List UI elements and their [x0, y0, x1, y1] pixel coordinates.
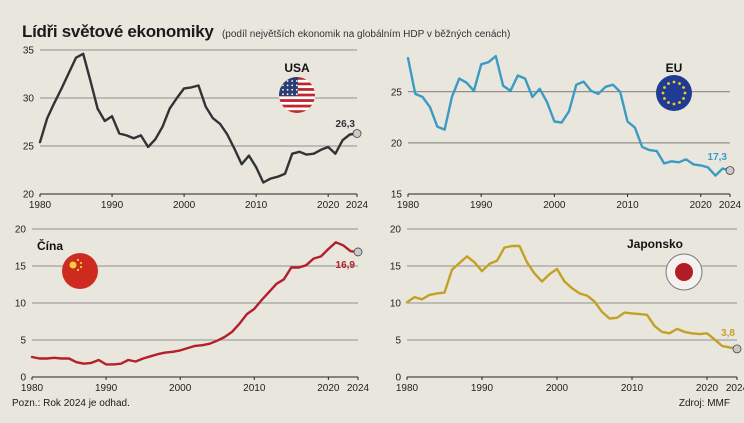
footnote: Pozn.: Rok 2024 je odhad. [12, 398, 130, 409]
y-tick-label: 25 [391, 87, 403, 98]
chart-title-row: Lídři světové ekonomiky (podíl největšíc… [22, 22, 510, 42]
x-tick-label: 2024 [719, 200, 742, 211]
y-tick-label: 5 [395, 336, 401, 347]
series-line-japonsko [405, 244, 739, 351]
chart-subtitle: (podíl největších ekonomik na globálním … [221, 29, 511, 40]
y-tick-label: 20 [23, 190, 35, 201]
x-tick-label: 2020 [696, 383, 719, 394]
chart-title: Lídři světové ekonomiky [22, 22, 214, 41]
y-tick-label: 35 [23, 46, 35, 57]
usa-flag-icon [279, 77, 315, 113]
series-line-usa [38, 52, 359, 184]
x-tick-label: 2010 [616, 200, 639, 211]
source-note: Zdroj: MMF [678, 398, 730, 409]
y-tick-label: 30 [23, 94, 35, 105]
y-tick-label: 20 [15, 225, 27, 236]
x-tick-label: 2020 [317, 200, 340, 211]
x-tick-label: 2010 [621, 383, 644, 394]
end-marker [353, 247, 363, 257]
x-tick-label: 2020 [690, 200, 713, 211]
x-tick-label: 2000 [543, 200, 566, 211]
series-name-label: USA [284, 61, 310, 75]
x-tick-label: 2000 [169, 383, 192, 394]
x-tick-label: 1990 [101, 200, 124, 211]
end-value-label: 17,3 [708, 152, 728, 163]
x-tick-label: 2024 [347, 383, 370, 394]
x-tick-label: 1980 [29, 200, 52, 211]
end-marker [732, 344, 742, 354]
x-tick-label: 2024 [726, 383, 744, 394]
end-value-label: 3,8 [721, 328, 735, 339]
panel-usa: 20 25 30 35 1980 1990 2000 2010 2020 2024 26,3 USA [23, 46, 369, 212]
x-tick-label: 1990 [95, 383, 118, 394]
y-tick-label: 25 [23, 142, 35, 153]
y-tick-label: 15 [15, 262, 27, 273]
y-tick-label: 10 [390, 299, 402, 310]
x-tick-label: 2000 [173, 200, 196, 211]
china-flag-icon [62, 253, 98, 289]
end-marker [725, 166, 735, 175]
series-line-eu [406, 54, 732, 177]
end-marker [352, 129, 362, 138]
y-tick-label: 0 [395, 373, 401, 384]
series-name-label: Japonsko [627, 237, 683, 251]
panel-japonsko: 0 5 10 15 20 1980 1990 2000 2010 2020 2024 3,8 Japon… [390, 225, 744, 395]
x-tick-label: 1980 [397, 200, 420, 211]
y-tick-label: 20 [390, 225, 402, 236]
x-tick-label: 1980 [396, 383, 419, 394]
y-tick-label: 20 [391, 138, 403, 149]
series-name-label: EU [666, 61, 683, 75]
x-tick-label: 1980 [21, 383, 44, 394]
series-name-label: Čína [37, 238, 63, 253]
x-tick-label: 1990 [470, 200, 493, 211]
x-tick-label: 2000 [546, 383, 569, 394]
eu-flag-icon [656, 75, 692, 111]
y-tick-label: 10 [15, 299, 27, 310]
x-tick-label: 2024 [346, 200, 369, 211]
panel-cina: 0 5 10 15 20 1980 1990 2000 2010 2020 2024 16,9 Čína [15, 225, 370, 395]
end-value-label: 16,9 [336, 260, 356, 271]
x-tick-label: 1990 [471, 383, 494, 394]
x-tick-label: 2010 [243, 383, 266, 394]
x-tick-label: 2020 [317, 383, 340, 394]
x-tick-label: 2010 [245, 200, 268, 211]
panel-eu: 15 20 25 1980 1990 2000 2010 2020 2024 17,3 EU [391, 54, 742, 211]
y-tick-label: 15 [390, 262, 402, 273]
y-tick-label: 5 [20, 336, 26, 347]
end-value-label: 26,3 [336, 119, 356, 130]
series-line-cina [30, 241, 360, 366]
y-tick-label: 0 [20, 373, 26, 384]
y-tick-label: 15 [391, 190, 403, 201]
